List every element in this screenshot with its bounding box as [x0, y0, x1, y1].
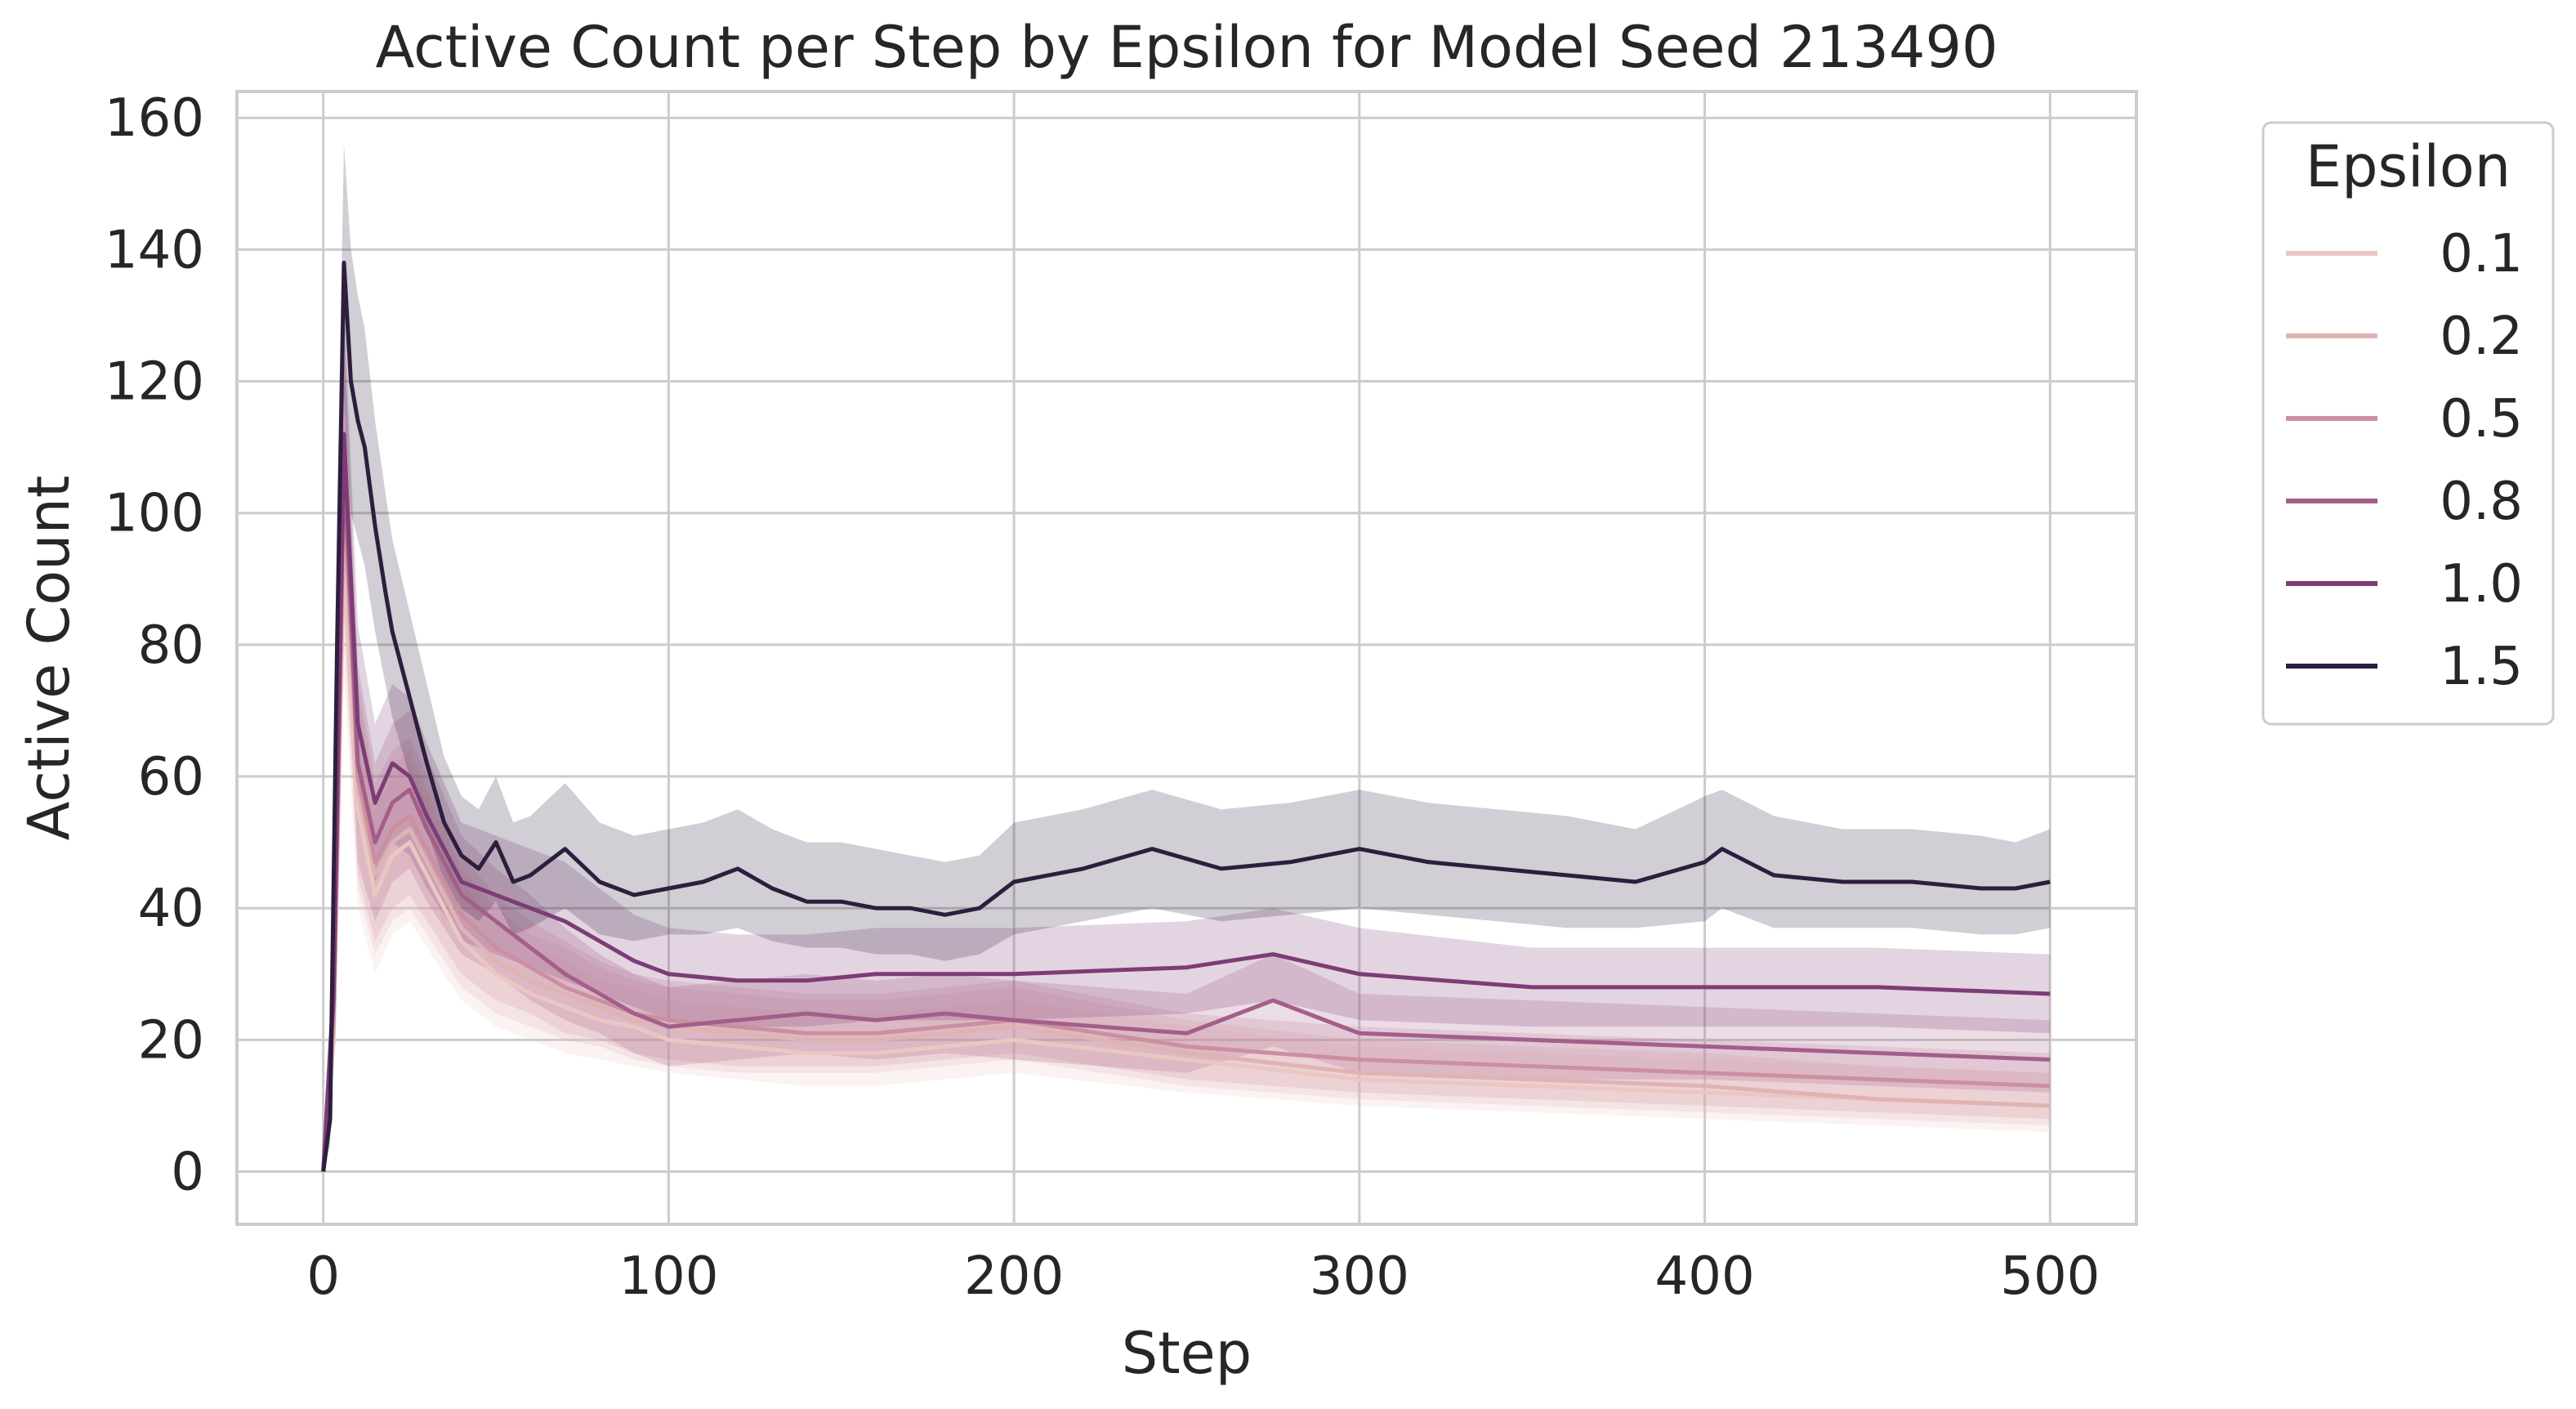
- y-tick-label: 60: [138, 747, 204, 807]
- series-lines: [321, 261, 2051, 1172]
- confidence-band-0.1: [323, 414, 2051, 1172]
- legend-items: 0.1 0.2 0.5 0.8 1.0 1.5: [2286, 224, 2523, 697]
- legend-item: 0.2: [2286, 306, 2523, 367]
- x-tick-label: 0: [306, 1246, 340, 1307]
- y-tick-label: 100: [105, 484, 204, 544]
- series-line-0.5: [321, 477, 2051, 1172]
- chart-title: Active Count per Step by Epsilon for Mod…: [375, 14, 1998, 81]
- series-line-0.1: [321, 543, 2051, 1172]
- legend-item: 0.1: [2286, 224, 2523, 284]
- confidence-band-0.8: [323, 329, 2051, 1172]
- legend-item: 0.8: [2286, 472, 2523, 532]
- y-tick-label: 80: [138, 615, 204, 676]
- grid-lines: [237, 92, 2136, 1224]
- legend-item: 0.5: [2286, 389, 2523, 450]
- legend-item: 1.5: [2286, 637, 2523, 697]
- legend-title: Epsilon: [2306, 133, 2511, 200]
- legend-label: 1.5: [2440, 637, 2523, 697]
- y-tick-label: 20: [138, 1010, 204, 1071]
- x-tick-label: 500: [2000, 1246, 2100, 1307]
- legend: Epsilon 0.1 0.2 0.5 0.8 1.0 1.5: [2261, 121, 2555, 726]
- confidence-band-0.2: [323, 381, 2051, 1172]
- series-line-0.2: [321, 511, 2051, 1172]
- legend-label: 0.8: [2440, 472, 2523, 532]
- series-line-1.0: [321, 432, 2051, 1172]
- y-axis-title: Active Count: [16, 476, 83, 841]
- y-tick-label: 0: [171, 1143, 204, 1203]
- confidence-band-0.5: [323, 348, 2051, 1172]
- x-axis-ticks: 0 100 200 300 400 500: [306, 1246, 2100, 1307]
- y-tick-label: 120: [105, 352, 204, 413]
- y-tick-label: 40: [138, 879, 204, 939]
- y-tick-label: 140: [105, 220, 204, 280]
- legend-item: 1.0: [2286, 554, 2523, 615]
- legend-label: 1.0: [2440, 554, 2523, 615]
- legend-label: 0.5: [2440, 389, 2523, 450]
- confidence-band-1.5: [323, 144, 2051, 1172]
- legend-label: 0.1: [2440, 224, 2523, 284]
- plot-frame: [235, 90, 2138, 1226]
- y-tick-label: 160: [105, 88, 204, 149]
- x-tick-label: 300: [1310, 1246, 1409, 1307]
- confidence-bands: [323, 144, 2051, 1172]
- x-tick-label: 100: [618, 1246, 718, 1307]
- x-axis-title: Step: [1122, 1320, 1252, 1387]
- legend-box: [2261, 121, 2555, 726]
- y-axis-ticks: 0 20 40 60 80 100 120 140 160: [105, 88, 204, 1202]
- series-line-1.5: [321, 261, 2051, 1172]
- x-tick-label: 400: [1655, 1246, 1755, 1307]
- confidence-band-1.0: [323, 302, 2051, 1172]
- series-line-0.8: [321, 458, 2051, 1172]
- x-tick-label: 200: [964, 1246, 1064, 1307]
- legend-label: 0.2: [2440, 306, 2523, 367]
